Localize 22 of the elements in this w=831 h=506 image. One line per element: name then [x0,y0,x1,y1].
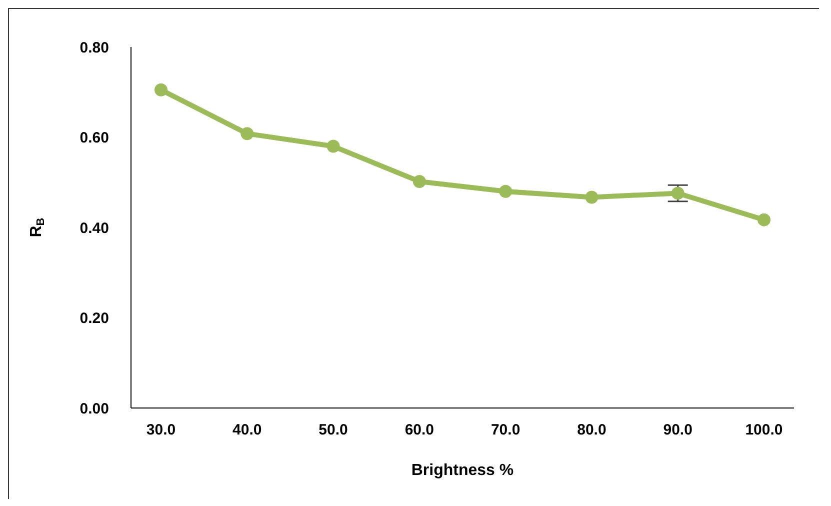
x-tick-label: 40.0 [232,422,262,439]
point [758,213,770,226]
point [671,186,684,200]
y-tick-label: 0.40 [80,220,109,237]
point [585,190,598,204]
y-tick-label: 0.20 [80,310,109,328]
x-tick-label: 60.0 [404,422,434,439]
point [326,140,340,153]
y-tick-label: 0.00 [80,400,109,418]
x-tick-label: 100.0 [745,422,783,439]
x-tick-label: 50.0 [318,422,348,439]
x-tick-label: 90.0 [663,422,692,439]
point [154,83,168,96]
x-tick-label: 70.0 [490,422,520,439]
x-axis-title: Brightness % [411,462,514,479]
point [499,184,512,198]
y-tick-label: 0.60 [80,130,109,147]
point [412,174,426,188]
x-tick-label: 30.0 [146,422,176,439]
y-tick-label: 0.80 [80,39,109,56]
x-tick-label: 80.0 [577,422,606,439]
point [240,127,254,140]
